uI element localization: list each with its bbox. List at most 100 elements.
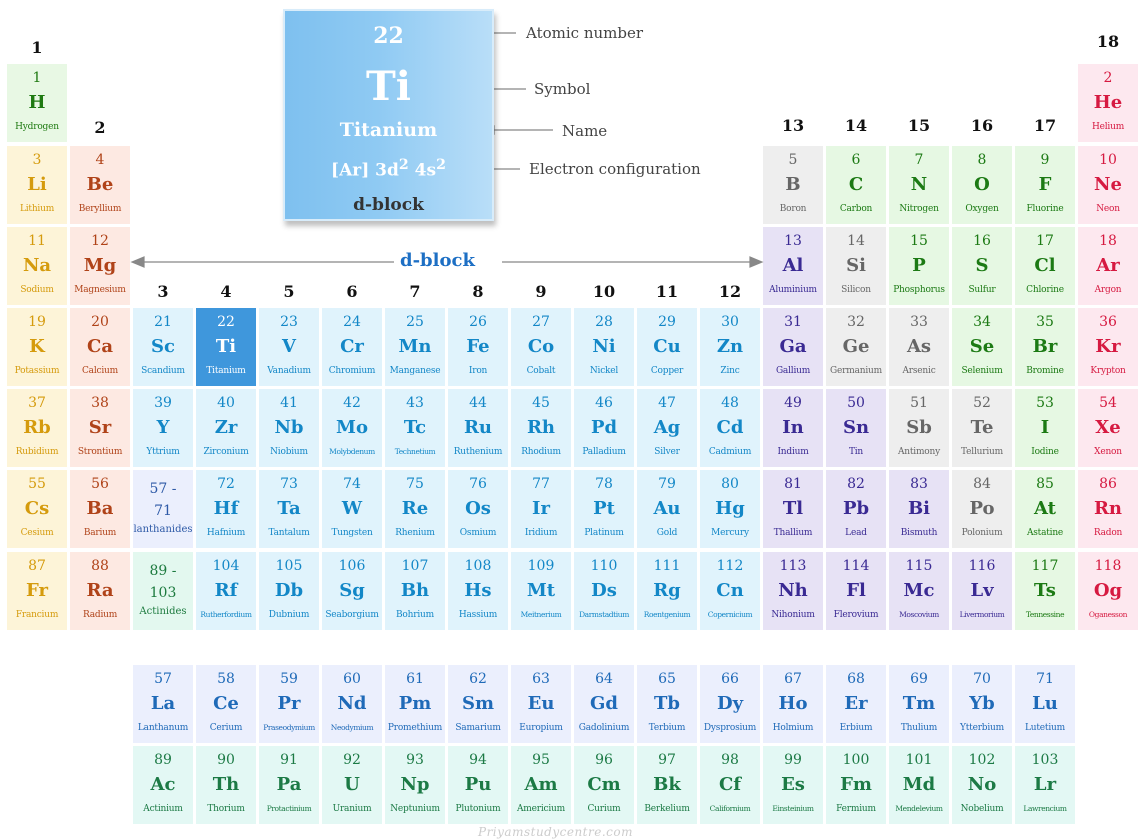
actinide-cell-Am[interactable]: 95 Am Americium	[511, 746, 571, 824]
element-cell-Re[interactable]: 75 Re Rhenium	[385, 470, 445, 548]
element-cell-Xe[interactable]: 54 Xe Xenon	[1078, 389, 1138, 467]
element-cell-Na[interactable]: 11 Na Sodium	[7, 227, 67, 305]
lanthanide-cell-Eu[interactable]: 63 Eu Europium	[511, 665, 571, 743]
actinide-cell-Es[interactable]: 99 Es Einsteinium	[763, 746, 823, 824]
lanthanide-cell-Er[interactable]: 68 Er Erbium	[826, 665, 886, 743]
placeholder-actinides[interactable]: 89 - 103 Actinides	[133, 552, 193, 630]
element-cell-N[interactable]: 7 N Nitrogen	[889, 146, 949, 224]
actinide-cell-Th[interactable]: 90 Th Thorium	[196, 746, 256, 824]
element-cell-Fr[interactable]: 87 Fr Francium	[7, 552, 67, 630]
element-cell-At[interactable]: 85 At Astatine	[1015, 470, 1075, 548]
element-cell-Sg[interactable]: 106 Sg Seaborgium	[322, 552, 382, 630]
element-cell-Bh[interactable]: 107 Bh Bohrium	[385, 552, 445, 630]
element-cell-Ga[interactable]: 31 Ga Gallium	[763, 308, 823, 386]
placeholder-lanthanides[interactable]: 57 - 71 lanthanides	[133, 470, 193, 548]
element-cell-Tl[interactable]: 81 Tl Thallium	[763, 470, 823, 548]
element-cell-Cd[interactable]: 48 Cd Cadmium	[700, 389, 760, 467]
element-cell-I[interactable]: 53 I Iodine	[1015, 389, 1075, 467]
element-cell-Cr[interactable]: 24 Cr Chromium	[322, 308, 382, 386]
lanthanide-cell-Lu[interactable]: 71 Lu Lutetium	[1015, 665, 1075, 743]
actinide-cell-Lr[interactable]: 103 Lr Lawrencium	[1015, 746, 1075, 824]
element-cell-Ra[interactable]: 88 Ra Radium	[70, 552, 130, 630]
element-cell-W[interactable]: 74 W Tungsten	[322, 470, 382, 548]
element-cell-Y[interactable]: 39 Y Yttrium	[133, 389, 193, 467]
lanthanide-cell-La[interactable]: 57 La Lanthanum	[133, 665, 193, 743]
element-cell-Be[interactable]: 4 Be Beryllium	[70, 146, 130, 224]
element-cell-Se[interactable]: 34 Se Selenium	[952, 308, 1012, 386]
element-cell-B[interactable]: 5 B Boron	[763, 146, 823, 224]
element-cell-Rn[interactable]: 86 Rn Radon	[1078, 470, 1138, 548]
element-cell-Ds[interactable]: 110 Ds Darmstadtium	[574, 552, 634, 630]
element-cell-Ne[interactable]: 10 Ne Neon	[1078, 146, 1138, 224]
actinide-cell-Pu[interactable]: 94 Pu Plutonium	[448, 746, 508, 824]
element-cell-Au[interactable]: 79 Au Gold	[637, 470, 697, 548]
element-cell-Cl[interactable]: 17 Cl Chlorine	[1015, 227, 1075, 305]
element-cell-V[interactable]: 23 V Vanadium	[259, 308, 319, 386]
element-cell-Ba[interactable]: 56 Ba Barium	[70, 470, 130, 548]
element-cell-Hs[interactable]: 108 Hs Hassium	[448, 552, 508, 630]
element-cell-Li[interactable]: 3 Li Lithium	[7, 146, 67, 224]
lanthanide-cell-Ho[interactable]: 67 Ho Holmium	[763, 665, 823, 743]
element-cell-Og[interactable]: 118 Og Oganesson	[1078, 552, 1138, 630]
actinide-cell-Ac[interactable]: 89 Ac Actinium	[133, 746, 193, 824]
element-cell-Ru[interactable]: 44 Ru Ruthenium	[448, 389, 508, 467]
actinide-cell-Fm[interactable]: 100 Fm Fermium	[826, 746, 886, 824]
element-cell-Ag[interactable]: 47 Ag Silver	[637, 389, 697, 467]
lanthanide-cell-Gd[interactable]: 64 Gd Gadolinium	[574, 665, 634, 743]
lanthanide-cell-Pm[interactable]: 61 Pm Promethium	[385, 665, 445, 743]
element-cell-K[interactable]: 19 K Potassium	[7, 308, 67, 386]
element-cell-Zr[interactable]: 40 Zr Zirconium	[196, 389, 256, 467]
element-cell-In[interactable]: 49 In Indium	[763, 389, 823, 467]
lanthanide-cell-Pr[interactable]: 59 Pr Praseodymium	[259, 665, 319, 743]
element-cell-Fl[interactable]: 114 Fl Flerovium	[826, 552, 886, 630]
element-cell-Te[interactable]: 52 Te Tellurium	[952, 389, 1012, 467]
element-cell-Pt[interactable]: 78 Pt Platinum	[574, 470, 634, 548]
actinide-cell-Np[interactable]: 93 Np Neptunium	[385, 746, 445, 824]
element-cell-Sb[interactable]: 51 Sb Antimony	[889, 389, 949, 467]
element-cell-Mg[interactable]: 12 Mg Magnesium	[70, 227, 130, 305]
element-cell-Nb[interactable]: 41 Nb Niobium	[259, 389, 319, 467]
lanthanide-cell-Sm[interactable]: 62 Sm Samarium	[448, 665, 508, 743]
element-cell-Fe[interactable]: 26 Fe Iron	[448, 308, 508, 386]
element-cell-F[interactable]: 9 F Fluorine	[1015, 146, 1075, 224]
element-cell-Ir[interactable]: 77 Ir Iridium	[511, 470, 571, 548]
element-cell-Hf[interactable]: 72 Hf Hafnium	[196, 470, 256, 548]
element-cell-Sn[interactable]: 50 Sn Tin	[826, 389, 886, 467]
element-cell-Ar[interactable]: 18 Ar Argon	[1078, 227, 1138, 305]
actinide-cell-Md[interactable]: 101 Md Mendelevium	[889, 746, 949, 824]
element-cell-Ca[interactable]: 20 Ca Calcium	[70, 308, 130, 386]
element-cell-Hg[interactable]: 80 Hg Mercury	[700, 470, 760, 548]
element-cell-Rb[interactable]: 37 Rb Rubidium	[7, 389, 67, 467]
element-cell-Mo[interactable]: 42 Mo Molybdenum	[322, 389, 382, 467]
element-cell-Bi[interactable]: 83 Bi Bismuth	[889, 470, 949, 548]
element-cell-Rh[interactable]: 45 Rh Rhodium	[511, 389, 571, 467]
element-cell-Sc[interactable]: 21 Sc Scandium	[133, 308, 193, 386]
element-cell-Rf[interactable]: 104 Rf Rutherfordium	[196, 552, 256, 630]
element-cell-Cu[interactable]: 29 Cu Copper	[637, 308, 697, 386]
element-cell-Si[interactable]: 14 Si Silicon	[826, 227, 886, 305]
element-cell-He[interactable]: 2 He Helium	[1078, 64, 1138, 142]
element-cell-Os[interactable]: 76 Os Osmium	[448, 470, 508, 548]
actinide-cell-U[interactable]: 92 U Uranium	[322, 746, 382, 824]
element-cell-Rg[interactable]: 111 Rg Roentgenium	[637, 552, 697, 630]
element-cell-Pd[interactable]: 46 Pd Palladium	[574, 389, 634, 467]
actinide-cell-Bk[interactable]: 97 Bk Berkelium	[637, 746, 697, 824]
element-cell-Nh[interactable]: 113 Nh Nihonium	[763, 552, 823, 630]
actinide-cell-Cf[interactable]: 98 Cf Californium	[700, 746, 760, 824]
element-cell-Ni[interactable]: 28 Ni Nickel	[574, 308, 634, 386]
element-cell-Lv[interactable]: 116 Lv Livermorium	[952, 552, 1012, 630]
element-cell-C[interactable]: 6 C Carbon	[826, 146, 886, 224]
lanthanide-cell-Tb[interactable]: 65 Tb Terbium	[637, 665, 697, 743]
element-cell-Tc[interactable]: 43 Tc Technetium	[385, 389, 445, 467]
element-cell-Al[interactable]: 13 Al Aluminium	[763, 227, 823, 305]
actinide-cell-Cm[interactable]: 96 Cm Curium	[574, 746, 634, 824]
lanthanide-cell-Nd[interactable]: 60 Nd Neodymium	[322, 665, 382, 743]
element-cell-Zn[interactable]: 30 Zn Zinc	[700, 308, 760, 386]
lanthanide-cell-Tm[interactable]: 69 Tm Thulium	[889, 665, 949, 743]
actinide-cell-No[interactable]: 102 No Nobelium	[952, 746, 1012, 824]
element-cell-H[interactable]: 1 H Hydrogen	[7, 64, 67, 142]
actinide-cell-Pa[interactable]: 91 Pa Protactinium	[259, 746, 319, 824]
element-cell-Cn[interactable]: 112 Cn Copernicium	[700, 552, 760, 630]
element-cell-Pb[interactable]: 82 Pb Lead	[826, 470, 886, 548]
lanthanide-cell-Ce[interactable]: 58 Ce Cerium	[196, 665, 256, 743]
